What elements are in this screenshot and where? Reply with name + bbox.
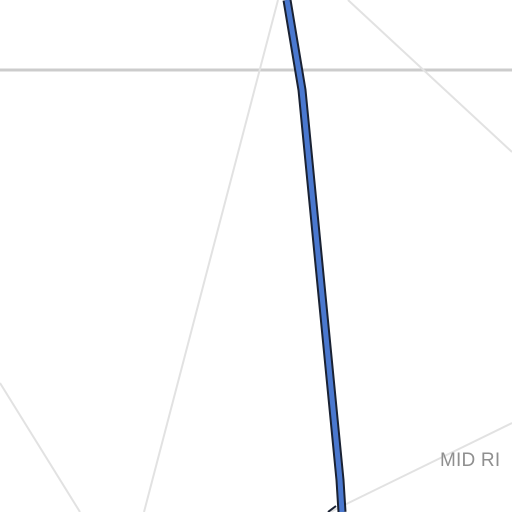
diagonal-road-bottom-left [0,382,81,512]
diagonal-road-top-right [347,0,512,153]
diagonal-road-left [143,0,279,512]
diagonal-road-bottom-right [329,422,512,512]
road-label: MID RI [440,450,501,471]
route-line[interactable] [284,0,345,512]
route-connector [327,505,337,512]
